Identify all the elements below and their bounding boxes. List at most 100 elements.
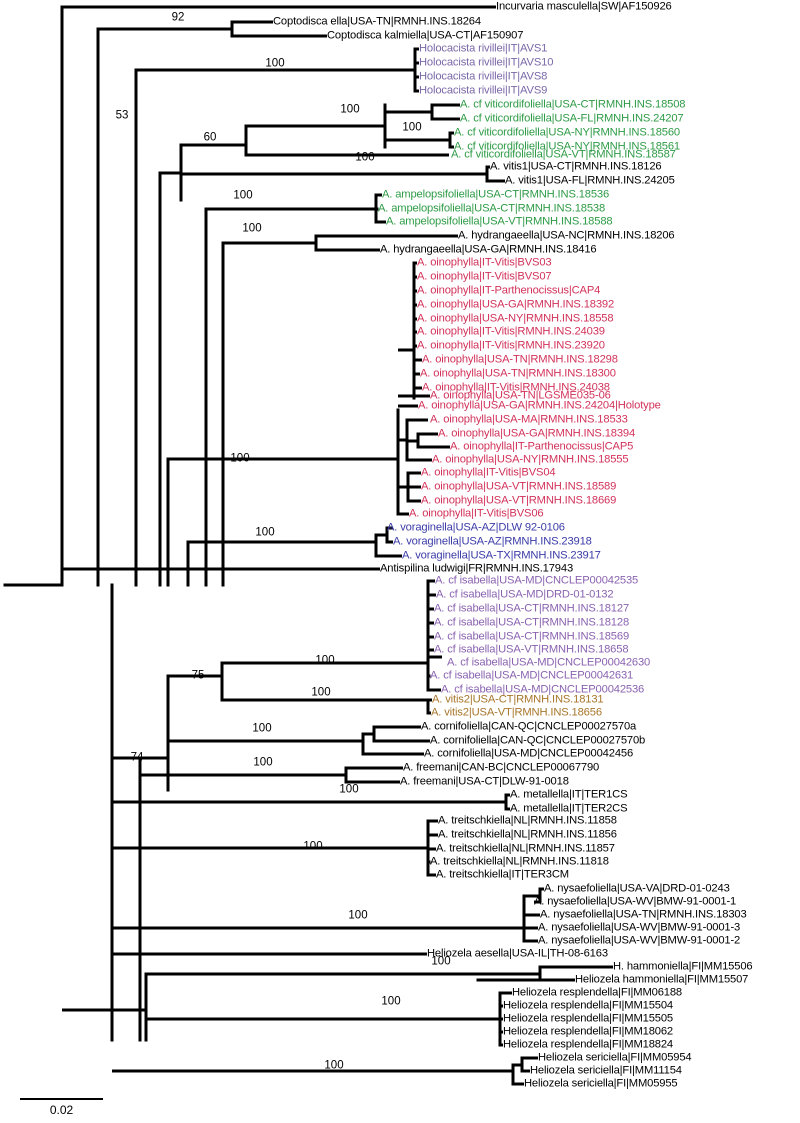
taxon-label: A. treitschkiella|NL|RMNH.INS.11818 (430, 855, 609, 868)
bootstrap-support-value: 100 (324, 1059, 344, 1072)
tree-branch (412, 358, 416, 376)
tree-branch (346, 766, 403, 770)
taxon-label: A. ampelopsifoliella|USA-VT|RMNH.INS.185… (386, 215, 613, 228)
tree-branch (112, 756, 140, 760)
tree-branch (428, 655, 442, 659)
taxon-label: Antispilina ludwigi|FR|RMNH.INS.17943 (380, 562, 574, 575)
taxon-label: A. cf isabella|USA-MD|CNCLEP00042535 (435, 574, 639, 587)
bootstrap-support-value: 100 (348, 909, 368, 922)
tree-branch (62, 1008, 112, 1012)
taxon-label: A. oinophylla|USA-GA|RMNH.INS.18392 (417, 298, 615, 311)
tree-branch (166, 674, 170, 760)
tree-branch (414, 303, 417, 307)
taxon-label: Coptodisca ella|USA-TN|RMNH.INS.18264 (273, 15, 481, 28)
tree-branch (428, 674, 431, 678)
tree-branch (520, 1056, 524, 1073)
taxon-label: A. treitschkiella|NL|RMNH.INS.11856 (438, 828, 617, 841)
tree-branch (524, 894, 540, 898)
tree-branch (398, 348, 414, 352)
taxon-label: A. cornifoliella|CAN-QC|CNCLEP00027570b (430, 734, 646, 747)
taxon-label: A. oinophylla|IT-Parthenocissus|CAP4 (417, 284, 601, 297)
taxon-label: Holocacista rivillei|IT|AVS8 (419, 70, 548, 83)
tree-branch (415, 61, 419, 65)
bootstrap-support-value: 60 (203, 131, 217, 144)
taxon-label: Heliozela resplendella|FI|MM18824 (503, 1038, 674, 1051)
taxon-label: Heliozela aesella|USA-IL|TH-08-6163 (427, 947, 608, 960)
taxon-label: A. vitis1|USA-FL|RMNH.INS.24205 (505, 174, 675, 187)
bootstrap-support-value: 100 (252, 722, 272, 735)
taxon-label: A. nysaefoliella|USA-WV|BMW-91-0001-3 (538, 921, 741, 934)
tree-branch (361, 732, 365, 756)
taxon-label: A. vitis2|USA-CT|RMNH.INS.18131 (432, 693, 604, 706)
taxon-label: A. cf isabella|USA-CT|RMNH.INS.18569 (434, 630, 630, 643)
taxon-label: A. oinophylla|USA-MA|RMNH.INS.18533 (430, 413, 628, 426)
taxon-label: A. voraginella|USA-AZ|RMNH.INS.23918 (393, 535, 592, 548)
bootstrap-support-value: 75 (191, 669, 205, 682)
taxon-label: Heliozela resplendella|FI|MM06188 (512, 986, 683, 999)
taxon-label: A. cf isabella|USA-MD|CNCLEP00042536 (441, 683, 645, 696)
tree-branch (372, 725, 376, 743)
tree-branch (168, 739, 363, 743)
tree-branch (181, 143, 246, 147)
taxon-label: H. hammoniella|FI|MM15506 (613, 960, 753, 973)
tree-branch (428, 819, 438, 823)
tree-branch (387, 540, 393, 544)
tree-branch (374, 739, 430, 743)
tree-branch (3, 583, 7, 587)
taxon-label: A. voraginella|USA-TX|RMNH.INS.23917 (402, 549, 601, 562)
bootstrap-support-value: 100 (265, 57, 285, 70)
tree-branch (408, 471, 421, 475)
taxon-label: A. cf isabella|USA-CT|RMNH.INS.18128 (434, 616, 630, 629)
tree-branch (186, 540, 190, 587)
tree-branch (428, 833, 438, 837)
taxon-label: Heliozela resplendella|FI|MM18062 (503, 1025, 674, 1038)
tree-branch (398, 404, 418, 408)
tree-branch (478, 978, 575, 982)
taxon-label: Heliozela hammoniella|FI|MM15507 (575, 973, 749, 986)
tree-branch (428, 873, 436, 877)
tree-branch (506, 807, 510, 811)
tree-branch (98, 27, 232, 31)
tree-branch (398, 394, 414, 398)
taxon-label: A. vitis1|USA-CT|RMNH.INS.18126 (490, 160, 662, 173)
tree-branch (112, 1069, 513, 1073)
tree-branch (112, 926, 524, 930)
tree-branch (160, 171, 181, 175)
tree-branch (398, 485, 408, 489)
tree-branch (500, 1004, 503, 1008)
tree-branch (398, 438, 407, 442)
taxon-label: Holocacista rivillei|IT|AVS9 (419, 84, 548, 97)
tree-branch (374, 533, 378, 558)
taxon-label: A. cf isabella|USA-VT|RMNH.INS.18658 (434, 643, 629, 656)
tree-branch (140, 756, 168, 760)
tree-branch (538, 965, 542, 982)
taxon-label: A. cornifoliella|USA-MD|CNCLEP00042456 (424, 747, 634, 760)
tree-branch (246, 124, 385, 128)
tree-branch (511, 1063, 515, 1086)
tree-branch (138, 756, 142, 1042)
tree-branch (428, 698, 432, 702)
tree-branch (428, 847, 436, 851)
tree-branch (414, 275, 417, 279)
tree-branch (415, 75, 419, 79)
tree-branch (418, 432, 438, 436)
taxon-label: A. nysaefoliella|USA-VA|DRD-01-0243 (544, 882, 730, 895)
tree-branch (376, 207, 379, 211)
tree-branch (5, 583, 62, 587)
taxon-label: A. cf isabella|USA-MD|CNCLEP00042630 (447, 656, 651, 669)
tree-branch (428, 711, 431, 715)
taxon-label: Heliozela resplendella|FI|MM15505 (503, 1012, 674, 1025)
tree-branch (385, 110, 432, 114)
tree-branch (513, 1082, 524, 1086)
taxon-label: A. oinophylla|IT-Vitis|RMNH.INS.24038 (422, 381, 610, 394)
taxon-label: A. freemani|USA-CT|DLW-91-0018 (400, 775, 569, 788)
taxon-label: A. oinophylla|IT-Parthenocissus|CAP5 (450, 440, 634, 453)
tree-branch (221, 241, 225, 587)
tree-branch (168, 457, 398, 461)
tree-branch (179, 143, 183, 202)
tree-branch (140, 773, 346, 777)
tree-branch (62, 5, 496, 9)
tree-branch (485, 165, 489, 183)
tree-branch (428, 688, 441, 692)
scale-bar-label: 0.02 (49, 1103, 74, 1117)
